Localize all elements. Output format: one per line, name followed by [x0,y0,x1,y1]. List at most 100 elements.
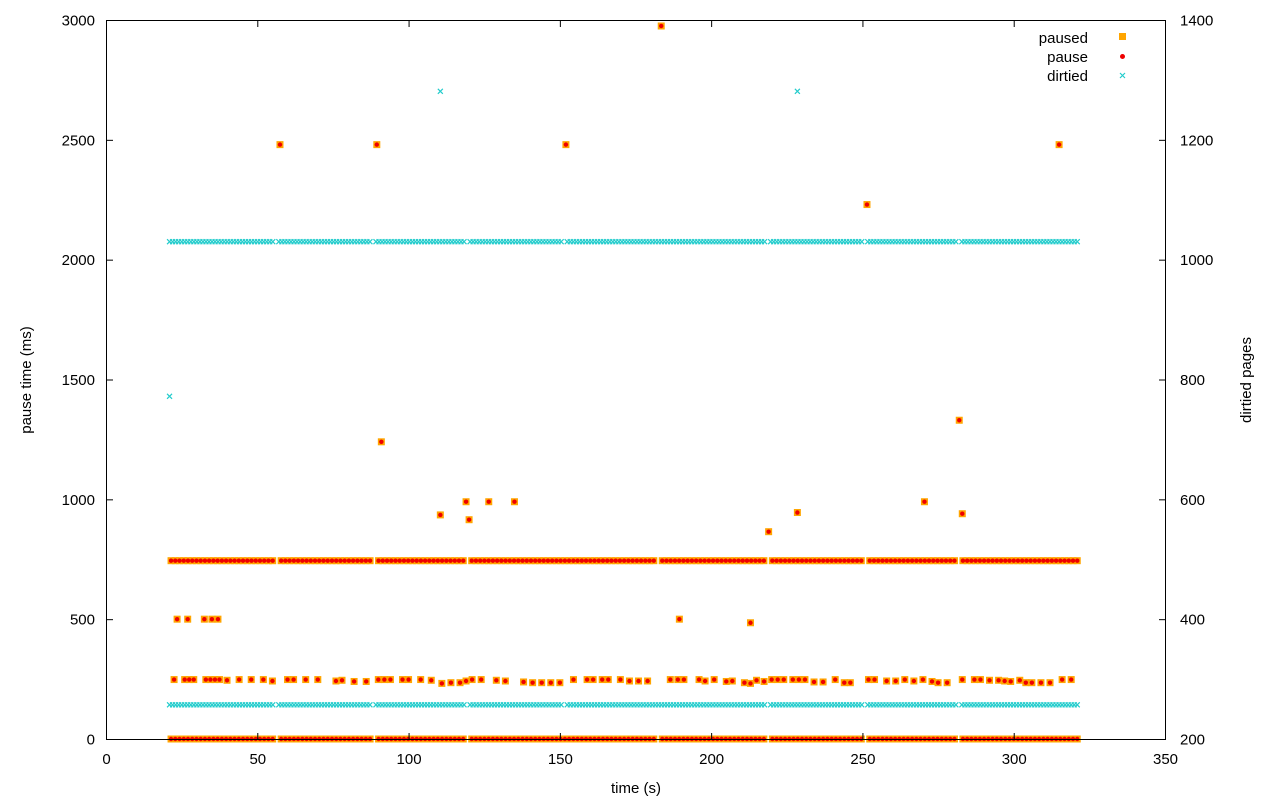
point-pause [583,558,589,563]
point-pause [1008,679,1013,684]
point-pause [530,680,535,685]
point-pause [592,558,597,563]
point-pause [308,558,313,563]
point-pause [418,558,424,563]
point-pause [198,558,203,563]
point-pause [922,499,927,504]
point-pause [469,558,474,563]
point-pause [563,142,569,147]
point-pause [939,558,944,563]
point-pause [315,677,320,682]
point-pause [627,678,632,684]
point-pause [651,558,656,563]
point-pause [1020,558,1025,563]
point-pause [770,558,775,563]
point-pause [791,558,796,563]
y-tick-label: 0 [87,732,95,749]
point-pause [909,558,915,563]
point-pause [533,558,538,563]
point-pause [261,677,266,682]
legend-marker-paused [1119,33,1126,40]
point-pause [388,677,393,682]
point-pause [363,558,369,563]
point-pause [346,558,352,563]
point-pause [880,558,885,563]
point-pause [742,680,747,685]
point-pause [303,677,308,682]
point-pause [761,558,767,563]
point-pause [541,558,546,563]
point-pause [325,558,330,563]
y-tick-label: 3000 [62,13,95,30]
point-pause [918,558,923,563]
point-pause [190,558,195,563]
point-pause [905,558,911,563]
point-pause [304,558,309,563]
point-pause [901,558,906,563]
point-dirtied [858,238,865,245]
point-pause [812,558,817,563]
point-pause [291,677,296,682]
point-pause [393,558,398,563]
point-pause [888,558,894,563]
point-pause [681,677,687,682]
point-pause [400,677,405,682]
point-pause [257,558,263,563]
y-tick-label: 2500 [62,132,95,149]
point-dirtied [460,238,468,245]
point-pause [232,558,237,563]
point-pause [562,558,568,563]
y2-tick-label: 1000 [1180,252,1213,269]
point-pause [606,677,611,682]
point-pause [277,142,283,147]
point-pause [609,558,614,563]
legend-label-paused: paused [1039,30,1088,47]
legend-marker-dirtied [1119,72,1126,79]
point-pause [571,558,576,563]
x-tick-label: 150 [548,751,573,768]
point-pause [781,677,786,682]
point-pause [548,680,553,685]
point-pause [647,558,652,563]
point-pause [521,679,526,685]
point-pause [203,677,209,682]
point-pause [503,558,508,563]
point-pause [414,558,419,563]
point-pause [351,679,357,684]
point-pause [986,558,991,563]
point-pause [333,678,339,684]
point-pause [557,680,563,685]
point-pause [486,558,491,563]
point-pause [448,558,453,563]
point-pause [1049,558,1055,563]
point-pause [996,678,1001,683]
point-pause [964,558,970,563]
point-pause [994,558,999,563]
point-pause [494,678,499,683]
legend: paused pause dirtied [1039,30,1126,85]
point-pause [494,558,500,563]
point-pause [249,677,254,682]
point-pause [778,558,784,563]
point-pause [1024,558,1029,563]
point-pause [174,616,180,622]
point-pause [842,680,847,685]
y2-tick-label: 1200 [1180,132,1213,149]
point-pause [212,677,218,682]
point-pause [374,142,379,147]
point-pause [1066,558,1071,563]
point-pause [854,558,860,563]
point-pause [376,558,381,563]
point-pause [219,558,225,563]
point-pause [185,558,191,563]
point-pause [379,439,384,445]
point-pause [943,558,949,563]
point-pause [270,678,275,684]
point-pause [638,558,644,563]
point-pause [850,558,856,563]
plot-frame [106,20,1166,740]
point-pause [848,680,853,685]
point-pause [1069,677,1074,682]
legend-label-dirtied: dirtied [1047,68,1088,85]
